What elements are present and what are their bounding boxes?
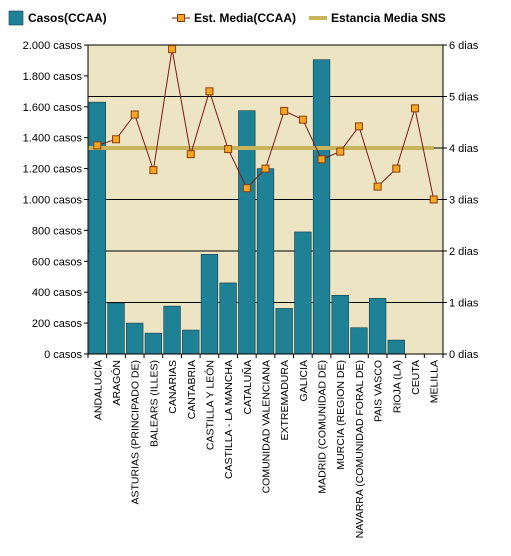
x-tick-label: COMUNIDAD VALENCIANA [261,360,273,493]
x-tick-label: PAIS VASCO [373,360,385,422]
x-tick-label: CANTABRIA [186,360,198,419]
left-tick-label: 600 casos [32,256,83,268]
left-tick-label: 200 casos [32,318,83,330]
left-tick-label: 800 casos [32,225,83,237]
bar [387,339,405,355]
bar [88,101,106,355]
left-tick-label: 1.800 casos [23,71,83,83]
line-marker [429,195,438,204]
bar [144,332,163,355]
legend-label-line: Est. Media(CCAA) [194,11,296,25]
bar [163,305,181,355]
line-marker [373,182,382,191]
line-marker [242,184,251,193]
line-marker [224,145,233,154]
x-tick-label: EXTREMADURA [279,360,291,441]
line-marker [280,106,289,115]
line-marker [410,104,419,113]
line-marker [298,115,307,124]
x-tick-label: CANARIAS [167,360,179,414]
legend-swatch-bars [8,10,24,26]
x-tick-label: NAVARRA (COMUNIDAD FORAL DE) [354,360,366,538]
line-marker [354,122,363,131]
x-tick-label: RIOJA (LA) [391,360,403,413]
bar [350,327,368,355]
x-tick-label: CEUTA [410,360,422,395]
x-tick-label: GALICIA [298,360,310,401]
right-tick-label: 2 dias [449,246,479,258]
x-tick-label: CASTILLA - LA MANCHA [223,360,235,479]
legend-swatch-marker [177,14,185,22]
bar [126,322,144,355]
line-marker [186,150,195,159]
right-tick-label: 5 dias [449,92,479,104]
legend: Casos(CCAA) Est. Media(CCAA) Estancia Medi… [8,10,446,26]
x-tick-label: CATALUÑA [241,360,254,414]
x-tick-label: MURCIA (REGION DE) [335,360,347,470]
right-tick-label: 0 dias [449,349,479,361]
legend-label-bars: Casos(CCAA) [28,11,107,25]
bar [182,329,200,355]
bar [312,59,331,355]
line-marker [392,164,401,173]
left-tick-label: 0 casos [44,349,82,361]
left-tick-label: 1.000 casos [23,195,83,207]
left-tick-label: 2.000 casos [23,40,83,52]
line-marker [336,147,345,156]
left-tick-label: 400 casos [32,287,83,299]
line-marker [205,87,214,96]
legend-label-reference: Estancia Media SNS [331,11,446,25]
left-tick-label: 1.200 casos [23,164,83,176]
bar [275,308,293,355]
x-tick-label: ARAGÓN [110,360,123,406]
bar [331,294,349,355]
line-marker [112,135,121,144]
bar [107,302,125,355]
bar [368,298,387,355]
right-tick-label: 4 dias [449,143,479,155]
bar [200,254,219,355]
left-tick-label: 1.600 casos [23,102,83,114]
bar [219,282,237,355]
bar [294,231,312,355]
line-marker [317,155,326,164]
axes: 0 casos 200 casos 400 casos 600 casos 800 ca… [23,40,479,538]
right-tick-label: 6 dias [449,40,479,52]
right-tick-label: 1 dias [449,298,479,310]
line-marker [130,110,139,119]
bar [256,168,275,355]
x-tick-label: MADRID (COMUNIDAD DE) [317,360,329,494]
right-tick-label: 3 dias [449,195,479,207]
plot-area [88,44,443,355]
x-tick-label: CASTILLA Y LEÓN [203,360,216,450]
left-tick-label: 1.400 casos [23,133,83,145]
line-marker [261,164,270,173]
line-marker [149,166,158,175]
x-tick-label: ANDALUCÍA [91,360,104,420]
line-marker [93,141,102,150]
x-tick-label: ASTURIAS (PRINCIPADO DE) [130,360,142,505]
x-tick-label: MELILLA [429,360,441,403]
x-tick-label: BALEARS (ILLES) [148,360,160,447]
line-marker [168,45,177,54]
